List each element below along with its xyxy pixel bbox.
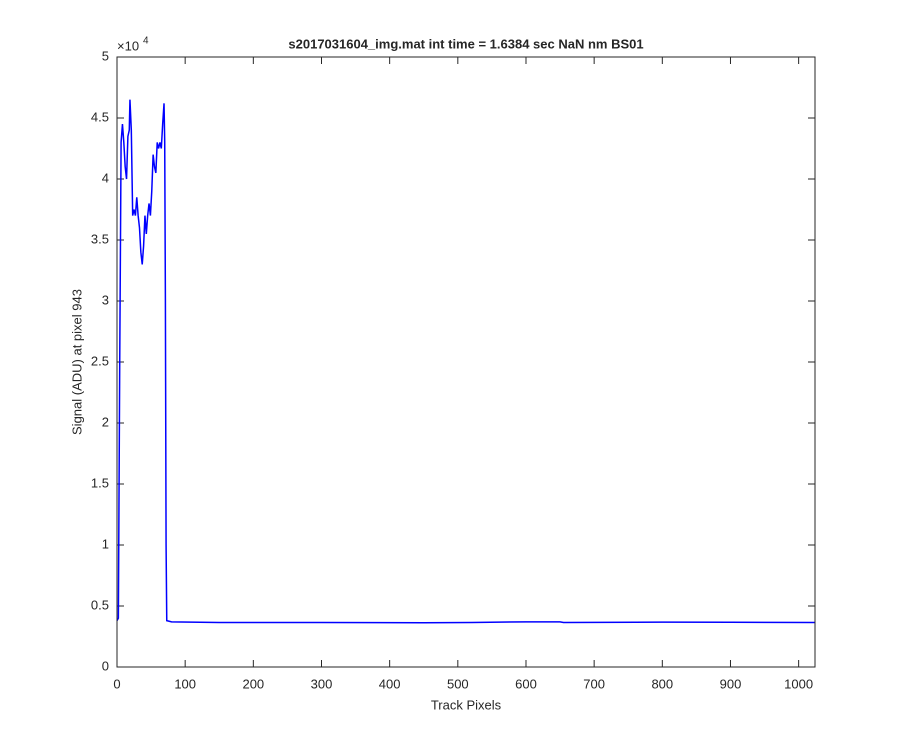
y-tick-label: 4.5 <box>91 109 109 124</box>
y-axis-label: Signal (ADU) at pixel 943 <box>69 289 84 435</box>
data-line <box>116 99 816 624</box>
y-tick-label: 1 <box>102 536 109 551</box>
x-tick-label: 800 <box>651 676 673 691</box>
x-tick-label: 0 <box>113 676 120 691</box>
y-exponent-base: ×10 <box>117 38 139 53</box>
chart-title: s2017031604_img.mat int time = 1.6384 se… <box>288 36 643 51</box>
x-tick-label: 500 <box>447 676 469 691</box>
y-tick-label: 0 <box>102 658 109 673</box>
plot-area <box>117 57 815 667</box>
x-tick-label: 1000 <box>784 676 813 691</box>
x-tick-label: 600 <box>515 676 537 691</box>
y-tick-label: 3.5 <box>91 231 109 246</box>
y-tick-label: 3 <box>102 292 109 307</box>
y-exponent-power: 4 <box>143 36 149 47</box>
x-tick-label: 300 <box>311 676 333 691</box>
y-tick-label: 2.5 <box>91 353 109 368</box>
x-tick-label: 200 <box>242 676 264 691</box>
y-tick-label: 0.5 <box>91 597 109 612</box>
x-tick-label: 900 <box>720 676 742 691</box>
y-tick-label: 1.5 <box>91 475 109 490</box>
y-tick-label: 4 <box>102 170 109 185</box>
x-tick-label: 100 <box>174 676 196 691</box>
x-axis-label: Track Pixels <box>431 697 502 712</box>
axes-box <box>116 56 816 668</box>
y-tick-label: 2 <box>102 414 109 429</box>
y-tick-label: 5 <box>102 48 109 63</box>
x-tick-label: 400 <box>379 676 401 691</box>
x-tick-label: 700 <box>583 676 605 691</box>
